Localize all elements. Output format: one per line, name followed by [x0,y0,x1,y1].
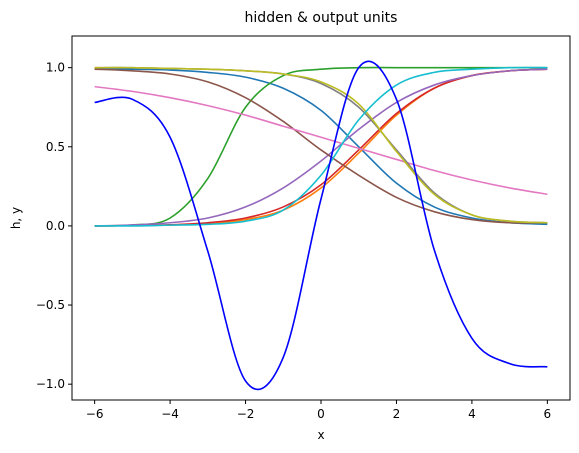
y-tick-label: 0.0 [46,219,65,233]
x-tick-label: −4 [161,407,179,421]
x-tick-label: 6 [544,407,552,421]
x-tick-label: −6 [86,407,104,421]
y-axis-label: h, y [9,207,23,229]
series-line-11 [94,60,548,391]
series-line-6 [94,68,548,224]
y-tick-label: −0.5 [36,298,65,312]
x-tick-label: 4 [468,407,476,421]
y-tick-label: 1.0 [46,61,65,75]
series-line-3 [94,66,548,227]
x-axis-label: x [317,428,324,442]
x-tick-label: −2 [237,407,255,421]
y-tick-label: −1.0 [36,377,65,391]
series-line-10 [94,66,548,227]
chart-title: hidden & output units [245,10,398,26]
series-line-7 [94,85,548,196]
series-line-9 [94,66,548,224]
x-tick-label: 0 [317,407,325,421]
series-line-1 [94,68,548,226]
axes-frame [71,35,571,401]
plot-area: −6 −4 −2 0 2 4 6 −1.0 −0.5 0.0 0.5 1.0 [36,35,571,421]
y-axis-ticks: −1.0 −0.5 0.0 0.5 1.0 [36,61,72,391]
x-axis-ticks: −6 −4 −2 0 2 4 6 [86,400,551,421]
series-line-5 [94,68,548,227]
x-tick-label: 2 [393,407,401,421]
series-layer [94,60,548,391]
y-tick-label: 0.5 [46,140,65,154]
